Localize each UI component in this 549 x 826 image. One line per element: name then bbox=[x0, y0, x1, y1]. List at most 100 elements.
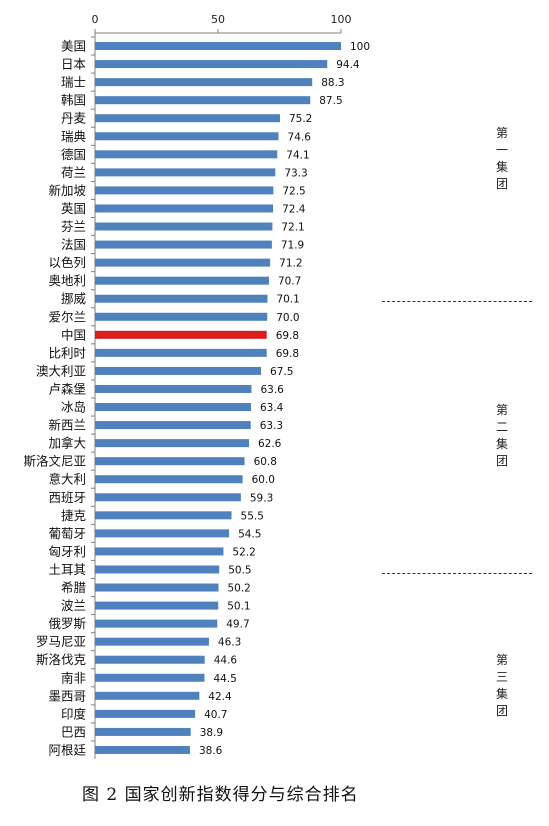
bar bbox=[95, 691, 200, 700]
category-label: 西班牙 bbox=[48, 490, 86, 505]
group-label-1: 第一集团 bbox=[495, 126, 508, 191]
category-label: 新加坡 bbox=[48, 183, 86, 198]
bar-chart: 0 50 100 美国 100 日本 94.4 瑞士 88.3 韩国 87.5 丹麦 75.2 瑞典 74.… bbox=[23, 13, 370, 759]
category-label: 匈牙利 bbox=[48, 544, 86, 559]
category-label: 波兰 bbox=[61, 598, 86, 613]
bar bbox=[95, 312, 268, 321]
data-label: 44.6 bbox=[214, 655, 238, 667]
category-label: 瑞士 bbox=[61, 75, 86, 90]
data-label: 69.8 bbox=[276, 330, 299, 342]
bar bbox=[95, 421, 251, 430]
group-divider-2 bbox=[382, 573, 532, 574]
category-label: 希腊 bbox=[61, 580, 87, 595]
category-label: 罗马尼亚 bbox=[36, 634, 86, 649]
data-label: 70.7 bbox=[278, 276, 301, 288]
bar bbox=[95, 403, 251, 412]
bar bbox=[95, 168, 276, 177]
bar bbox=[95, 709, 196, 718]
bar bbox=[95, 78, 313, 87]
data-label: 59.3 bbox=[250, 492, 273, 504]
data-label: 44.5 bbox=[213, 673, 236, 685]
category-label: 瑞典 bbox=[61, 129, 86, 144]
data-label: 63.3 bbox=[260, 420, 283, 432]
bar bbox=[95, 204, 274, 213]
category-label: 中国 bbox=[61, 327, 86, 342]
category-label: 冰岛 bbox=[61, 400, 86, 415]
bar bbox=[95, 114, 280, 123]
data-label: 50.1 bbox=[227, 601, 250, 613]
category-label: 爱尔兰 bbox=[48, 309, 86, 324]
bar bbox=[95, 727, 191, 736]
group-divider-1 bbox=[382, 301, 532, 302]
bar bbox=[95, 222, 273, 231]
data-label: 52.2 bbox=[232, 546, 255, 558]
category-label: 巴西 bbox=[61, 724, 86, 739]
data-label: 75.2 bbox=[289, 113, 312, 125]
bar bbox=[95, 547, 224, 556]
data-label: 60.0 bbox=[252, 474, 275, 486]
data-label: 50.2 bbox=[227, 583, 250, 595]
category-label: 比利时 bbox=[48, 345, 86, 360]
category-label: 俄罗斯 bbox=[48, 616, 86, 631]
data-label: 72.1 bbox=[281, 222, 304, 234]
category-label: 南非 bbox=[61, 670, 86, 685]
data-label: 62.6 bbox=[258, 438, 282, 450]
x-tick-label: 0 bbox=[92, 13, 99, 26]
category-label: 斯洛伐克 bbox=[36, 652, 86, 667]
data-label: 42.4 bbox=[208, 691, 232, 703]
category-label: 以色列 bbox=[48, 255, 86, 270]
x-tick-label: 50 bbox=[211, 13, 225, 26]
category-label: 卢森堡 bbox=[48, 381, 86, 396]
data-label: 74.6 bbox=[288, 131, 312, 143]
data-label: 63.6 bbox=[260, 384, 284, 396]
bar bbox=[95, 511, 232, 520]
category-label: 土耳其 bbox=[48, 562, 86, 577]
category-label: 英国 bbox=[61, 201, 86, 216]
bar bbox=[95, 601, 219, 610]
category-label: 德国 bbox=[61, 147, 86, 162]
bar bbox=[95, 493, 241, 502]
data-label: 63.4 bbox=[260, 402, 284, 414]
data-label: 70.0 bbox=[276, 312, 299, 324]
data-label: 60.8 bbox=[254, 456, 277, 468]
bar bbox=[95, 439, 249, 448]
bar bbox=[95, 583, 219, 592]
category-label: 挪威 bbox=[61, 291, 87, 306]
data-label: 88.3 bbox=[321, 77, 344, 89]
category-label: 新西兰 bbox=[48, 418, 86, 433]
bar bbox=[95, 366, 262, 375]
category-label: 捷克 bbox=[61, 508, 86, 523]
data-label: 67.5 bbox=[270, 366, 293, 378]
category-label: 芬兰 bbox=[61, 219, 86, 234]
data-label: 49.7 bbox=[226, 619, 249, 631]
data-label: 87.5 bbox=[319, 95, 342, 107]
category-label: 美国 bbox=[61, 39, 86, 54]
category-label: 斯洛文尼亚 bbox=[23, 454, 86, 469]
category-label: 澳大利亚 bbox=[36, 363, 86, 378]
category-label: 意大利 bbox=[48, 472, 86, 487]
category-label: 墨西哥 bbox=[48, 688, 86, 703]
figure-caption: 图 2 国家创新指数得分与综合排名 bbox=[82, 785, 359, 805]
bar bbox=[95, 186, 274, 195]
bar bbox=[95, 637, 209, 646]
category-label: 韩国 bbox=[61, 93, 86, 108]
group-label-2: 第二集团 bbox=[495, 403, 508, 468]
bar bbox=[95, 294, 268, 303]
data-label: 100 bbox=[350, 41, 370, 53]
bar bbox=[95, 96, 311, 105]
data-label: 72.5 bbox=[282, 185, 305, 197]
category-label: 奥地利 bbox=[48, 273, 86, 288]
data-label: 71.2 bbox=[279, 258, 302, 270]
data-label: 70.1 bbox=[276, 294, 299, 306]
bar bbox=[95, 565, 220, 574]
category-label: 荷兰 bbox=[61, 165, 86, 180]
bar bbox=[95, 457, 245, 466]
bar bbox=[95, 529, 230, 538]
data-label: 46.3 bbox=[218, 637, 241, 649]
bar bbox=[95, 132, 279, 141]
data-label: 69.8 bbox=[276, 348, 299, 360]
category-label: 日本 bbox=[61, 57, 87, 72]
data-label: 72.4 bbox=[282, 203, 306, 215]
bar bbox=[95, 330, 267, 339]
bar bbox=[95, 42, 341, 51]
